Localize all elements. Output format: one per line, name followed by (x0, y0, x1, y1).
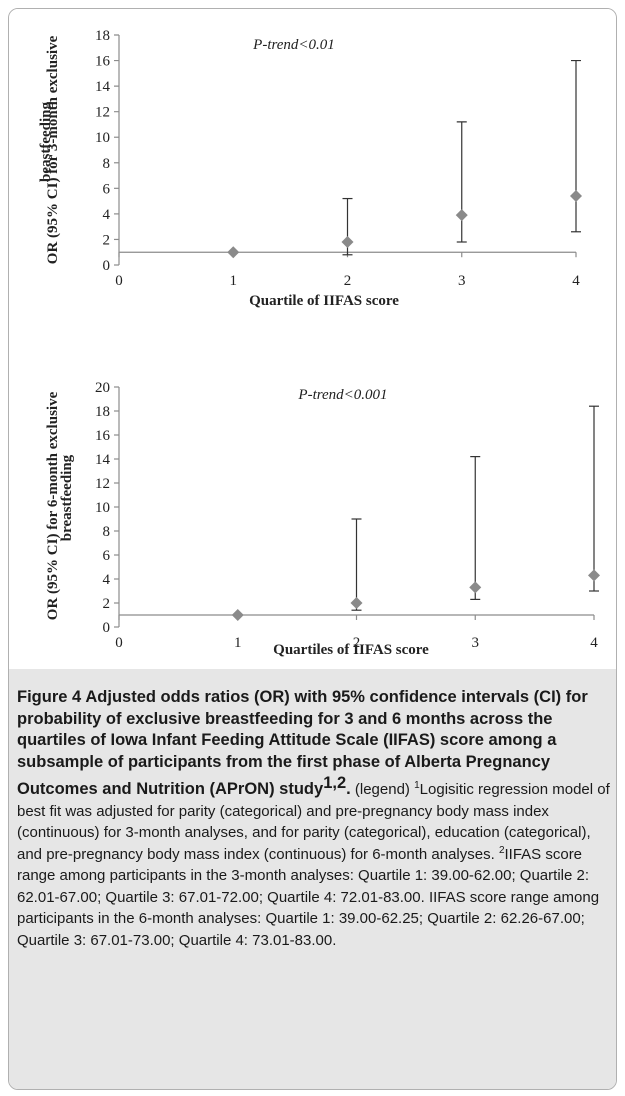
caption-figure-label: Figure 4 (17, 688, 82, 706)
caption-note1: Logisitic regression model of best fit w… (17, 781, 610, 863)
chart1-x-tick-label: 2 (344, 273, 352, 289)
chart1-y-axis-label-line1: OR (95% CI) for 3-month exclusive (45, 35, 61, 264)
chart2-x-tick-label: 3 (472, 635, 480, 651)
caption-title-superscript: 1,2 (323, 774, 347, 792)
chart1-y-axis-label-line2: beastfeeding (38, 102, 54, 182)
chart1-y-tick-label: 8 (103, 156, 111, 172)
chart2-y-tick-label: 20 (95, 380, 110, 396)
chart2-point-marker (231, 609, 244, 621)
chart1-x-tick-label: 0 (115, 273, 123, 289)
chart2-y-axis-label-line1: OR (95% CI) for 6-month exclusive (45, 391, 61, 620)
chart2-y-tick-label: 8 (103, 524, 111, 540)
chart1-x-axis-label: Quartile of IIFAS score (249, 293, 399, 309)
caption-title-end: . (346, 780, 351, 798)
chart2-y-tick-label: 14 (95, 452, 111, 468)
chart1-point-marker (341, 236, 354, 248)
figure-charts: 0 2 4 6 8 10 12 14 16 18 0 1 2 3 4 P-trend<0.01 Quartile… (9, 9, 616, 669)
chart2-x-tick-label: 0 (115, 635, 123, 651)
chart1-y-tick-label: 4 (103, 207, 111, 223)
figure-frame: 0 2 4 6 8 10 12 14 16 18 0 1 2 3 4 P-trend<0.01 Quartile… (8, 8, 617, 1090)
chart2-point-marker (350, 597, 363, 609)
chart2-y-tick-label: 10 (95, 500, 110, 516)
chart2-y-tick-label: 4 (103, 572, 111, 588)
chart2-y-tick-label: 6 (103, 548, 111, 564)
chart1-y-tick-label: 6 (103, 181, 111, 197)
chart2-y-tick-label: 12 (95, 476, 110, 492)
chart2-x-tick-label: 2 (353, 635, 361, 651)
chart1-y-tick-label: 10 (95, 130, 110, 146)
caption-legend-tag: (legend) (354, 781, 410, 798)
chart2-x-axis-label: Quartiles of IIFAS score (273, 642, 429, 658)
chart2-point-marker (469, 581, 482, 594)
figure-caption: Figure 4 Adjusted odds ratios (OR) with … (9, 679, 616, 1089)
chart2-annotation: P-trend<0.001 (297, 387, 387, 403)
chart2-y-axis-label-line2: breastfeeding (59, 454, 75, 541)
chart1-point-marker (570, 190, 582, 202)
chart1-point-marker (455, 209, 468, 222)
chart1-x-tick-label: 4 (572, 273, 580, 289)
chart1-point-marker (227, 246, 240, 259)
chart1-y-tick-label: 18 (95, 28, 110, 44)
caption-title: Adjusted odds ratios (OR) with 95% confi… (17, 688, 588, 798)
caption-note2-superscript: 2 (498, 844, 505, 856)
chart1-x-tick-label: 1 (230, 273, 238, 289)
caption-note1-superscript: 1 (414, 780, 420, 791)
chart2-x-tick-label: 4 (590, 635, 598, 651)
chart2-x-tick-label: 1 (234, 635, 242, 651)
caption-separator (9, 669, 616, 679)
caption-note2: IIFAS score range among participants in … (17, 845, 600, 949)
chart1-y-tick-label: 2 (103, 232, 111, 248)
chart1-x-tick-label: 3 (458, 273, 466, 289)
chart2-point-marker (588, 569, 600, 582)
chart2-y-tick-label: 0 (103, 620, 111, 636)
chart2-y-tick-label: 16 (95, 428, 111, 444)
chart1-y-tick-label: 14 (95, 79, 111, 95)
chart1-y-tick-label: 16 (95, 54, 111, 70)
chart2-y-tick-label: 18 (95, 404, 110, 420)
chart1-annotation: P-trend<0.01 (252, 37, 335, 53)
chart2-y-tick-label: 2 (103, 596, 111, 612)
chart1-y-tick-label: 0 (103, 258, 111, 274)
chart1-y-tick-label: 12 (95, 105, 110, 121)
